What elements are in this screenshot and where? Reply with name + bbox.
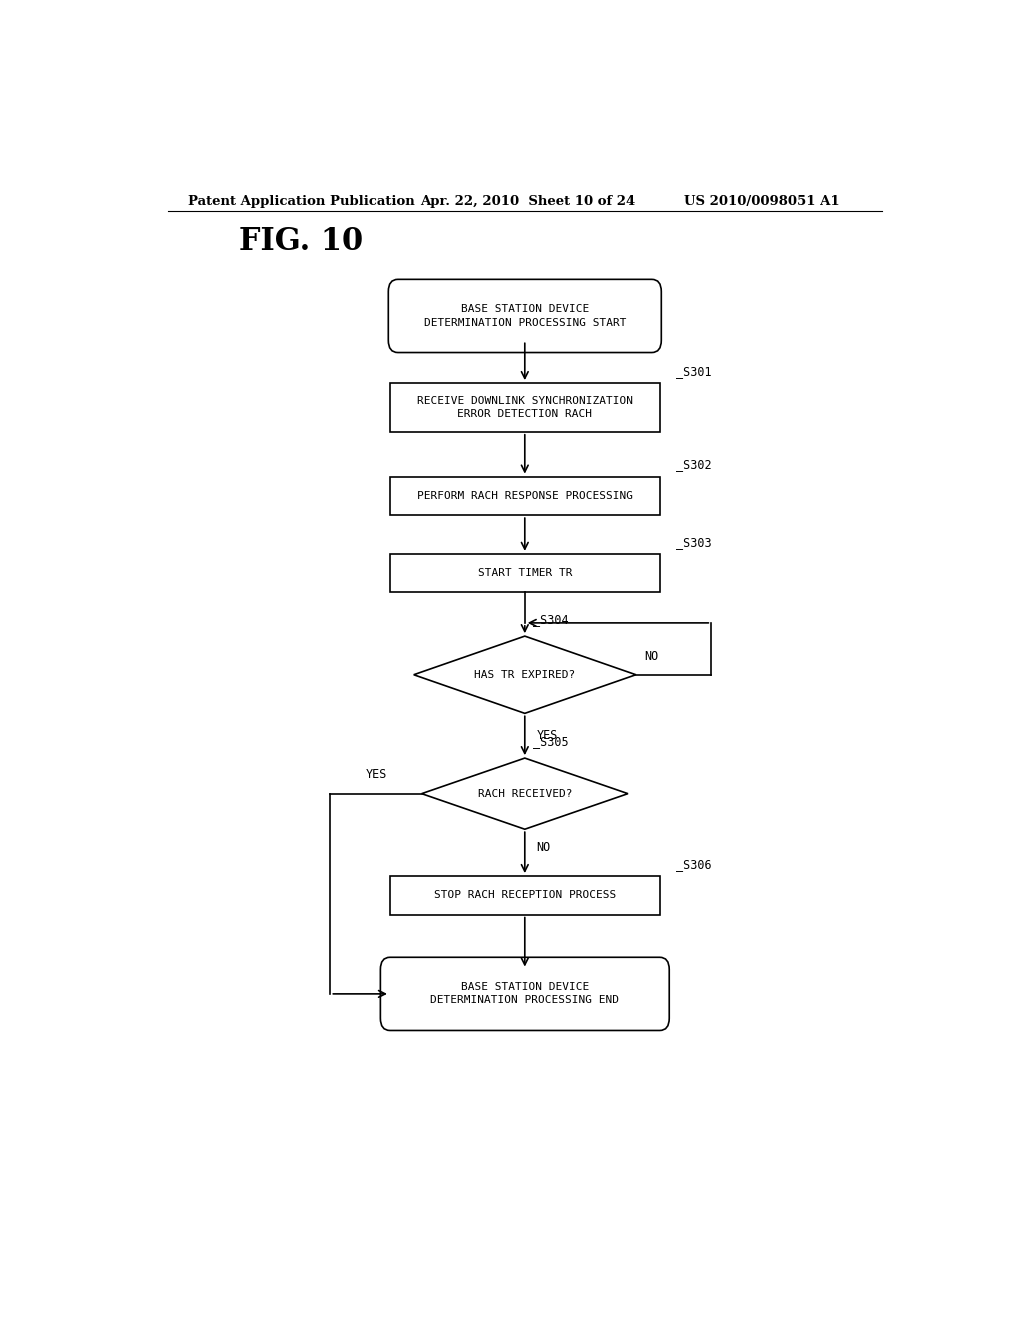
Text: YES: YES (367, 768, 387, 781)
Text: _S303: _S303 (676, 536, 712, 549)
Text: US 2010/0098051 A1: US 2010/0098051 A1 (684, 194, 839, 207)
Text: PERFORM RACH RESPONSE PROCESSING: PERFORM RACH RESPONSE PROCESSING (417, 491, 633, 500)
Polygon shape (414, 636, 636, 713)
Text: START TIMER TR: START TIMER TR (477, 568, 572, 578)
Text: _S302: _S302 (676, 458, 712, 471)
Bar (390, 383, 659, 432)
Text: YES: YES (537, 729, 558, 742)
Bar (390, 554, 659, 593)
Text: _S304: _S304 (532, 612, 568, 626)
Text: _S305: _S305 (532, 735, 568, 748)
Text: BASE STATION DEVICE
DETERMINATION PROCESSING END: BASE STATION DEVICE DETERMINATION PROCES… (430, 982, 620, 1006)
FancyBboxPatch shape (388, 280, 662, 352)
Text: HAS TR EXPIRED?: HAS TR EXPIRED? (474, 669, 575, 680)
Bar (390, 477, 659, 515)
Text: _S306: _S306 (676, 858, 712, 871)
Text: Patent Application Publication: Patent Application Publication (187, 194, 415, 207)
Text: RECEIVE DOWNLINK SYNCHRONIZATION
ERROR DETECTION RACH: RECEIVE DOWNLINK SYNCHRONIZATION ERROR D… (417, 396, 633, 418)
Polygon shape (422, 758, 628, 829)
Text: NO: NO (537, 841, 551, 854)
Text: FIG. 10: FIG. 10 (240, 226, 364, 257)
Text: _S301: _S301 (676, 364, 712, 378)
Bar (390, 876, 659, 915)
Text: RACH RECEIVED?: RACH RECEIVED? (477, 788, 572, 799)
FancyBboxPatch shape (380, 957, 670, 1031)
Text: NO: NO (644, 649, 658, 663)
Text: STOP RACH RECEPTION PROCESS: STOP RACH RECEPTION PROCESS (434, 890, 615, 900)
Text: Apr. 22, 2010  Sheet 10 of 24: Apr. 22, 2010 Sheet 10 of 24 (420, 194, 635, 207)
Text: BASE STATION DEVICE
DETERMINATION PROCESSING START: BASE STATION DEVICE DETERMINATION PROCES… (424, 305, 626, 327)
